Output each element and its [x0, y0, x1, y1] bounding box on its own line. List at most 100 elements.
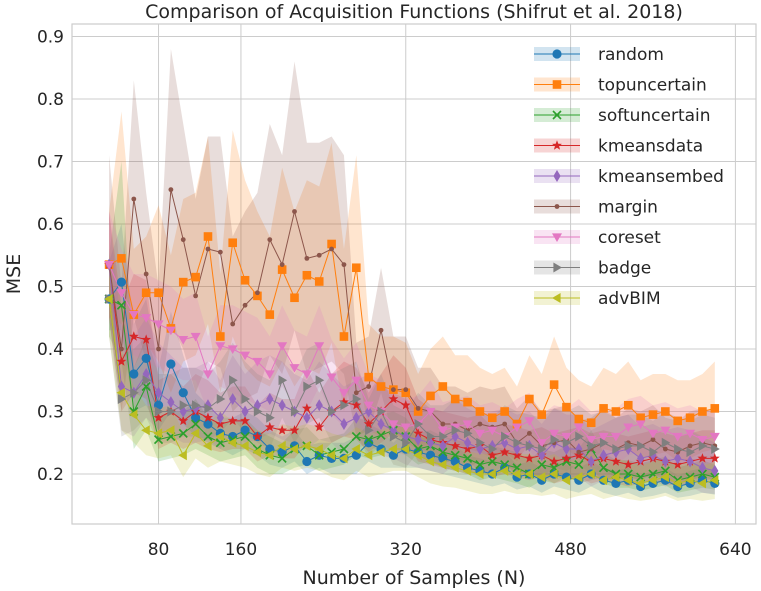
data-point-kmeansdata	[351, 400, 362, 410]
data-point-advbim	[512, 469, 521, 479]
data-point-topuncertain	[364, 372, 373, 382]
data-point-advbim	[351, 444, 360, 454]
data-point-advbim	[277, 440, 286, 451]
legend-marker-margin	[554, 204, 560, 209]
data-point-badge	[352, 394, 362, 404]
legend: random topuncertain softuncertain kmeansdat…	[534, 45, 724, 309]
data-point-topuncertain	[623, 400, 633, 410]
data-point-advbim	[400, 444, 410, 454]
data-point-topuncertain	[574, 414, 584, 424]
data-point-topuncertain	[290, 293, 299, 303]
data-point-kmeansdata	[524, 453, 535, 463]
data-point-badge	[290, 406, 300, 417]
data-point-advbim	[104, 294, 113, 304]
data-point-badge	[278, 375, 288, 386]
data-point-coreset	[116, 289, 127, 298]
data-point-coreset	[128, 311, 139, 320]
data-point-coreset	[104, 261, 115, 270]
confidence-band-kmeansdata	[109, 211, 715, 487]
data-point-random	[191, 413, 201, 423]
data-point-softuncertain	[438, 447, 448, 457]
data-point-advbim	[623, 475, 632, 486]
data-point-topuncertain	[228, 238, 237, 248]
legend-label-margin: margin	[598, 198, 658, 218]
data-point-kmeansembed	[414, 433, 422, 446]
data-point-badge	[253, 406, 263, 417]
data-point-advbim	[215, 431, 224, 442]
data-point-advbim	[561, 475, 571, 486]
data-point-badge	[476, 437, 485, 448]
data-point-coreset	[462, 420, 473, 429]
data-point-topuncertain	[661, 407, 670, 416]
data-point-coreset	[252, 357, 263, 367]
data-point-random	[178, 388, 188, 398]
data-point-advbim	[524, 469, 533, 479]
data-point-topuncertain	[339, 332, 349, 341]
legend-marker-random	[552, 49, 562, 59]
data-point-kmeansdata	[116, 356, 127, 366]
data-point-badge	[550, 434, 560, 445]
data-point-coreset	[388, 420, 399, 429]
data-point-coreset	[549, 429, 560, 439]
legend-marker-badge	[553, 262, 562, 273]
data-point-margin	[662, 446, 668, 452]
data-point-kmeansdata	[623, 459, 634, 469]
data-point-kmeansdata	[178, 415, 189, 426]
data-point-advbim	[672, 478, 682, 489]
data-point-margin	[687, 443, 693, 449]
data-point-kmeansembed	[686, 455, 694, 468]
data-point-topuncertain	[487, 413, 497, 423]
data-point-kmeansdata	[709, 453, 720, 463]
legend-label-coreset: coreset	[598, 228, 661, 248]
data-point-badge	[241, 394, 251, 404]
data-point-kmeansembed	[352, 411, 360, 424]
data-point-advbim	[573, 472, 583, 483]
data-point-advbim	[301, 440, 311, 451]
data-point-badge	[513, 437, 523, 448]
data-point-kmeansdata	[610, 456, 621, 466]
data-point-softuncertain	[116, 300, 127, 310]
data-point-softuncertain	[463, 453, 473, 463]
data-point-badge	[229, 375, 238, 386]
data-point-kmeansembed	[340, 418, 348, 430]
data-point-coreset	[487, 426, 498, 436]
data-point-random	[129, 369, 139, 379]
data-point-advbim	[709, 475, 719, 486]
data-point-coreset	[573, 423, 584, 433]
data-point-topuncertain	[302, 270, 312, 280]
data-point-topuncertain	[475, 407, 485, 416]
data-point-topuncertain	[450, 394, 460, 404]
data-point-kmeansembed	[241, 405, 249, 418]
data-point-coreset	[277, 342, 288, 351]
data-point-margin	[193, 293, 199, 299]
data-point-coreset	[190, 332, 201, 342]
data-point-coreset	[240, 351, 251, 361]
x-tick-label: 640	[719, 540, 751, 560]
data-point-topuncertain	[636, 413, 645, 423]
data-point-kmeansembed	[154, 386, 163, 399]
data-point-kmeansembed	[698, 461, 707, 474]
legend-label-kmeansembed: kmeansembed	[598, 167, 724, 187]
data-point-advbim	[141, 425, 150, 436]
data-point-advbim	[227, 437, 237, 448]
data-point-softuncertain	[697, 469, 707, 479]
y-tick-label: 0.9	[37, 28, 64, 48]
data-point-kmeansdata	[141, 334, 152, 344]
data-point-kmeansembed	[451, 430, 459, 443]
data-point-kmeansdata	[339, 396, 349, 407]
data-point-badge	[525, 440, 535, 451]
data-point-advbim	[264, 450, 274, 461]
data-point-badge	[389, 431, 399, 442]
confidence-band-kmeansembed	[109, 211, 715, 494]
data-point-topuncertain	[673, 416, 683, 426]
confidence-band-badge	[109, 255, 715, 481]
data-point-advbim	[165, 425, 175, 436]
data-point-advbim	[425, 456, 435, 467]
x-tick-label: 320	[390, 540, 422, 560]
data-point-coreset	[425, 407, 436, 417]
data-point-badge	[117, 394, 127, 404]
data-point-advbim	[685, 475, 694, 486]
data-point-coreset	[289, 364, 300, 373]
data-point-coreset	[215, 342, 226, 351]
